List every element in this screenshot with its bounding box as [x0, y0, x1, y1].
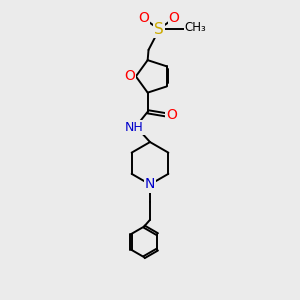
Text: O: O	[166, 108, 177, 122]
Text: NH: NH	[125, 122, 144, 134]
Text: N: N	[145, 177, 155, 191]
Text: O: O	[124, 69, 135, 83]
Text: O: O	[138, 11, 149, 25]
Text: S: S	[154, 22, 164, 37]
Text: O: O	[169, 11, 180, 25]
Text: CH₃: CH₃	[185, 21, 206, 34]
